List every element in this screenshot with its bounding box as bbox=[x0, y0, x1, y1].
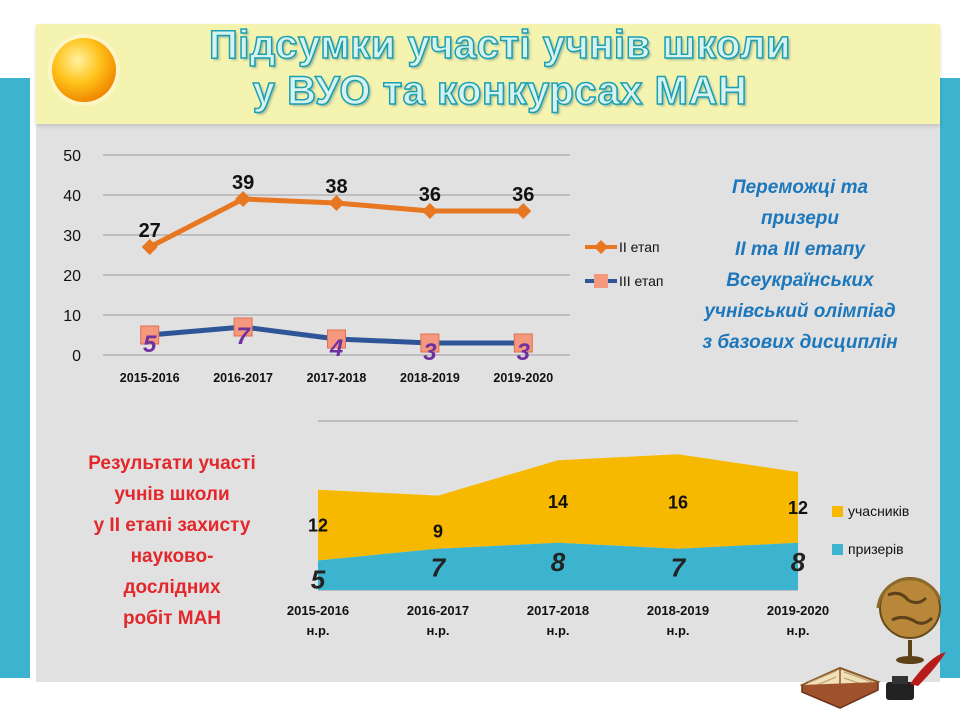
right-accent-strip bbox=[940, 78, 960, 678]
data-label-stage2: 36 bbox=[419, 184, 441, 206]
caption-line: з базових дисциплін bbox=[702, 332, 898, 353]
caption-line: учнів школи bbox=[114, 484, 230, 505]
x-tick-label: 2015-2016 bbox=[287, 603, 349, 618]
data-label-stage3: 3 bbox=[517, 339, 531, 366]
caption-line: Всеукраїнських bbox=[726, 270, 874, 291]
data-point-stage2 bbox=[328, 195, 345, 211]
data-label-winners: 8 bbox=[551, 547, 566, 577]
caption-line: Переможці та bbox=[731, 177, 869, 198]
caption-line: у ІІ етапі захисту bbox=[93, 515, 251, 536]
slide-title: Підсумки участі учнів школи у ВУО та кон… bbox=[180, 22, 820, 114]
y-tick-label: 40 bbox=[63, 188, 81, 205]
y-tick-label: 30 bbox=[63, 228, 81, 245]
legend-marker bbox=[594, 274, 608, 288]
data-label-stage3: 3 bbox=[423, 339, 437, 366]
x-tick-label: 2018-2019 bbox=[400, 371, 460, 385]
area-participants bbox=[318, 454, 798, 561]
x-tick-label: 2017-2018 bbox=[307, 371, 367, 385]
y-tick-label: 50 bbox=[63, 148, 81, 165]
caption-line: ІІ та ІІІ етапу bbox=[735, 239, 865, 260]
inkwell-icon bbox=[886, 652, 946, 700]
legend-marker bbox=[832, 506, 843, 517]
title-line-1: Підсумки участі учнів школи bbox=[208, 22, 791, 68]
data-label-participants: 16 bbox=[668, 492, 688, 512]
x-tick-label: 2018-2019 bbox=[647, 603, 709, 618]
legend-label: ІІІ етап bbox=[619, 273, 664, 289]
x-tick-label-suffix: н.р. bbox=[306, 623, 329, 638]
y-tick-label: 20 bbox=[63, 268, 81, 285]
data-point-stage2 bbox=[235, 191, 252, 207]
x-tick-label: 2016-2017 bbox=[213, 371, 273, 385]
data-label-participants: 14 bbox=[548, 492, 568, 512]
data-point-stage2 bbox=[515, 203, 532, 219]
open-book-icon bbox=[800, 666, 881, 709]
y-tick-label: 0 bbox=[72, 348, 81, 365]
x-tick-label: 2017-2018 bbox=[527, 603, 589, 618]
caption-line: науково- bbox=[130, 546, 214, 567]
x-tick-label: 2016-2017 bbox=[407, 603, 469, 618]
left-accent-strip bbox=[0, 78, 30, 678]
caption-line: учнівський олімпіад bbox=[704, 301, 896, 322]
data-point-stage2 bbox=[421, 203, 438, 219]
x-tick-label-suffix: н.р. bbox=[426, 623, 449, 638]
legend-label: учасників bbox=[848, 503, 909, 519]
sun-icon bbox=[48, 34, 120, 106]
man-area-chart: 12 9 14 16 12 5 7 8 7 8 2015-2016 н.р. 2016-2017 н.р.… bbox=[287, 420, 909, 638]
x-tick-label-suffix: н.р. bbox=[546, 623, 569, 638]
y-tick-label: 10 bbox=[63, 308, 81, 325]
title-band bbox=[36, 24, 940, 124]
area-winners bbox=[318, 542, 798, 590]
olympiad-caption: Переможці та призери ІІ та ІІІ етапу Все… bbox=[668, 172, 932, 358]
caption-line: Результати участі bbox=[88, 453, 256, 474]
data-label-winners: 7 bbox=[671, 553, 687, 583]
data-label-stage2: 39 bbox=[232, 172, 254, 194]
caption-line: призери bbox=[760, 208, 840, 229]
data-label-stage3: 7 bbox=[236, 323, 251, 350]
x-tick-label: 2015-2016 bbox=[120, 371, 180, 385]
legend-marker bbox=[832, 544, 843, 555]
globe-and-books-illustration bbox=[800, 577, 946, 709]
data-label-stage2: 27 bbox=[139, 220, 161, 242]
data-label-participants: 9 bbox=[433, 522, 443, 542]
data-point-stage3 bbox=[513, 333, 533, 353]
data-label-stage3: 5 bbox=[143, 331, 157, 358]
legend-label: ІІ етап bbox=[619, 239, 660, 255]
legend-marker bbox=[594, 240, 608, 254]
x-tick-label: 2019-2020 bbox=[493, 371, 553, 385]
data-point-stage3 bbox=[140, 325, 160, 345]
data-label-winners: 8 bbox=[791, 547, 806, 577]
data-label-stage3: 4 bbox=[329, 335, 343, 362]
data-label-participants: 12 bbox=[788, 498, 808, 518]
data-point-stage3 bbox=[420, 333, 440, 353]
data-point-stage3 bbox=[327, 329, 346, 349]
x-tick-label: 2019-2020 bbox=[767, 603, 829, 618]
x-tick-label-suffix: н.р. bbox=[786, 623, 809, 638]
data-label-winners: 5 bbox=[311, 565, 326, 595]
legend-label: призерів bbox=[848, 541, 904, 557]
x-tick-label-suffix: н.р. bbox=[666, 623, 689, 638]
data-point-stage2 bbox=[141, 239, 158, 255]
caption-line: робіт МАН bbox=[122, 608, 222, 629]
title-line-2: у ВУО та конкурсах МАН bbox=[252, 68, 748, 114]
caption-line: дослідних bbox=[123, 577, 221, 598]
globe-icon bbox=[876, 577, 942, 664]
olympiad-line-chart: 0 10 20 30 40 50 2015-2016 2016-2017 2017-2018 20… bbox=[63, 148, 664, 385]
data-label-stage2: 36 bbox=[512, 184, 534, 206]
data-label-winners: 7 bbox=[431, 553, 447, 583]
data-label-participants: 12 bbox=[308, 516, 328, 536]
data-label-stage2: 38 bbox=[325, 176, 347, 198]
man-caption: Результати участі учнів школи у ІІ етапі… bbox=[56, 448, 288, 634]
data-point-stage3 bbox=[233, 317, 253, 337]
